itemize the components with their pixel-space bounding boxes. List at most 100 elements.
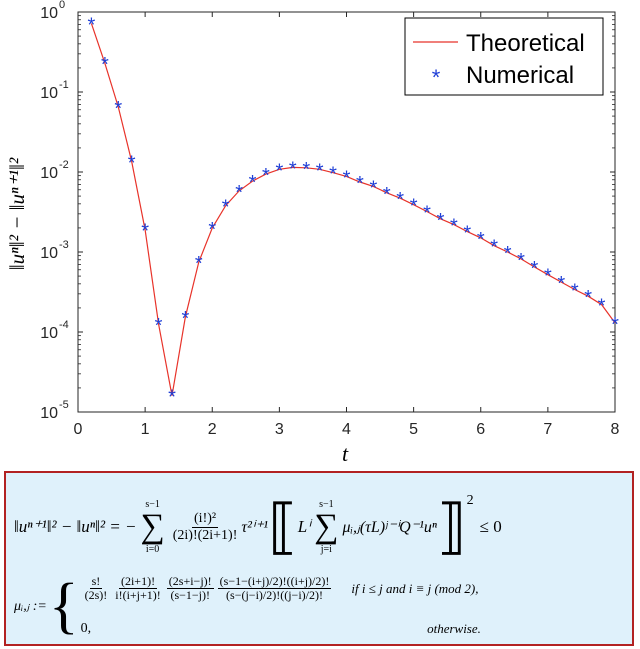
case1-frac-4: (s−1−(i+j)/2)!((i+j)/2)! (s−(j−i)/2)!((j−… xyxy=(217,574,332,602)
left-brace-icon: { xyxy=(48,572,79,640)
y-tick-label-exponent: 0 xyxy=(59,0,65,11)
data-point-marker: * xyxy=(437,210,445,232)
mu-definition: μᵢ,ⱼ := { s! (2s)! (2i+1)! i!(i+j+1)! (2s+… xyxy=(14,571,626,641)
data-point-marker: * xyxy=(410,196,418,218)
data-point-marker: * xyxy=(168,387,176,409)
data-point-marker: * xyxy=(598,296,606,318)
data-point-marker: * xyxy=(517,250,525,272)
case2-value: 0, xyxy=(80,621,92,636)
y-axis-label: ‖uⁿ‖² − ‖uⁿ⁺¹‖² xyxy=(5,157,29,270)
sum-inner-top: s−1 xyxy=(319,499,334,510)
sum-outer-bottom: i=0 xyxy=(145,544,160,555)
legend-box xyxy=(404,17,604,96)
x-tick-label: 4 xyxy=(342,421,351,438)
series-layer: ************ * * * * * * * * * * * * * * * * * * * * * * * * * * ** xyxy=(88,14,620,408)
data-point-marker: * xyxy=(275,160,283,182)
right-bracket-icon: ⟧ xyxy=(436,494,467,560)
data-point-marker: * xyxy=(343,167,351,189)
sum-inner: s−1 ∑ j=i xyxy=(314,499,338,555)
left-bracket-icon: ⟦ xyxy=(268,494,298,560)
data-point-marker: * xyxy=(302,159,310,181)
legend-label-numerical: Numerical xyxy=(466,62,574,89)
sigma-icon: ∑ xyxy=(314,508,339,545)
data-point-marker: * xyxy=(316,160,324,182)
data-point-marker: * xyxy=(262,165,270,187)
case1-condition: if i ≤ j and i ≡ j (mod 2), xyxy=(351,580,479,596)
tau-term: τ²ⁱ⁺¹ xyxy=(241,519,269,536)
frac-den: (2s)! xyxy=(84,588,108,602)
data-point-marker: * xyxy=(490,237,498,259)
data-point-marker: * xyxy=(88,14,96,36)
y-tick-label-exponent: -2 xyxy=(59,159,69,171)
inner-body: μᵢ,ⱼ(τL)ʲ⁻ⁱQ⁻¹uⁿ xyxy=(342,519,437,536)
data-point-marker: * xyxy=(557,273,565,295)
x-tick-label: 8 xyxy=(611,421,620,438)
data-point-marker: * xyxy=(571,280,579,302)
data-point-marker: * xyxy=(222,197,230,219)
x-axis-label: t xyxy=(342,441,349,466)
data-point-marker: * xyxy=(114,98,122,120)
data-point-marker: * xyxy=(477,229,485,251)
x-tick-label: 1 xyxy=(141,421,150,438)
frac-den: (2i)!(2i+1)! xyxy=(172,527,238,543)
legend-label-theoretical: Theoretical xyxy=(466,30,585,57)
power: 2 xyxy=(466,493,474,508)
x-tick-label: 0 xyxy=(74,421,83,438)
case-2: 0, otherwise. xyxy=(81,621,481,637)
y-tick-label: 10 xyxy=(40,405,58,422)
data-point-marker: * xyxy=(141,221,149,243)
case2-condition: otherwise. xyxy=(427,621,481,636)
data-point-marker: * xyxy=(463,223,471,245)
legend-marker-swatch: * xyxy=(432,65,441,90)
case-1: s! (2s)! (2i+1)! i!(i+j+1)! (2s+i−j)! (s−1−… xyxy=(81,575,481,602)
y-tick-label-exponent: -3 xyxy=(59,239,69,251)
data-point-marker: * xyxy=(531,258,539,280)
x-tick-label: 2 xyxy=(208,421,217,438)
data-point-marker: * xyxy=(155,315,163,337)
data-point-marker: * xyxy=(450,216,458,238)
x-tick-label: 7 xyxy=(543,421,552,438)
frac-den: (s−(j−i)/2)!((j−i)/2)! xyxy=(226,588,323,602)
frac-factorials: (i!)² (2i)!(2i+1)! xyxy=(171,511,240,544)
eq-lhs: ‖uⁿ⁺¹‖² − ‖uⁿ‖² = − xyxy=(14,517,137,536)
energy-identity-equation: ‖uⁿ⁺¹‖² − ‖uⁿ‖² = − s−1 ∑ i=0 (i!)² (2i)… xyxy=(14,487,626,567)
frac-num: s! xyxy=(89,574,103,589)
y-tick-label-exponent: -1 xyxy=(59,79,69,91)
frac-num: (2s+i−j)! xyxy=(166,574,214,589)
y-tick-label: 10 xyxy=(40,325,58,342)
data-point-marker: * xyxy=(235,182,243,204)
formula-box: ‖uⁿ⁺¹‖² − ‖uⁿ‖² = − s−1 ∑ i=0 (i!)² (2i)… xyxy=(4,471,634,646)
frac-num: (s−1−(i+j)/2)!((i+j)/2)! xyxy=(217,574,332,589)
y-tick-label-exponent: -4 xyxy=(59,319,69,331)
mu-lhs: μᵢ,ⱼ := xyxy=(14,598,47,614)
x-tick-label: 6 xyxy=(476,421,485,438)
data-point-marker: * xyxy=(584,287,592,309)
data-point-marker: * xyxy=(329,164,337,186)
x-tick-label: 5 xyxy=(409,421,418,438)
data-point-marker: * xyxy=(182,308,190,330)
sigma-icon: ∑ xyxy=(140,508,165,545)
data-point-marker: * xyxy=(249,172,257,194)
data-point-marker: * xyxy=(383,184,391,206)
case1-frac-2: (2i+1)! i!(i+j+1)! xyxy=(113,575,163,602)
x-tick-label: 3 xyxy=(275,421,284,438)
y-tick-label: 10 xyxy=(40,85,58,102)
legend: Theoretical * Numerical xyxy=(404,17,604,96)
y-tick-label: 10 xyxy=(40,245,58,262)
data-point-marker: * xyxy=(544,266,552,288)
y-tick-label: 10 xyxy=(40,5,58,22)
inner-L: Lⁱ xyxy=(297,517,311,536)
data-point-marker: * xyxy=(128,153,136,175)
data-point-marker: * xyxy=(195,253,203,275)
series-line-theoretical xyxy=(90,23,616,396)
x-axis-ticks: 0 1 2 3 4 5 6 7 8 xyxy=(74,12,620,438)
data-point-marker: * xyxy=(208,219,216,241)
frac-den: (s−1−j)! xyxy=(170,588,210,602)
data-point-marker: * xyxy=(289,158,297,180)
data-point-marker: * xyxy=(101,54,109,76)
frac-num: (2i+1)! xyxy=(118,574,158,589)
data-point-marker: * xyxy=(356,173,364,195)
data-point-marker: * xyxy=(504,243,512,265)
